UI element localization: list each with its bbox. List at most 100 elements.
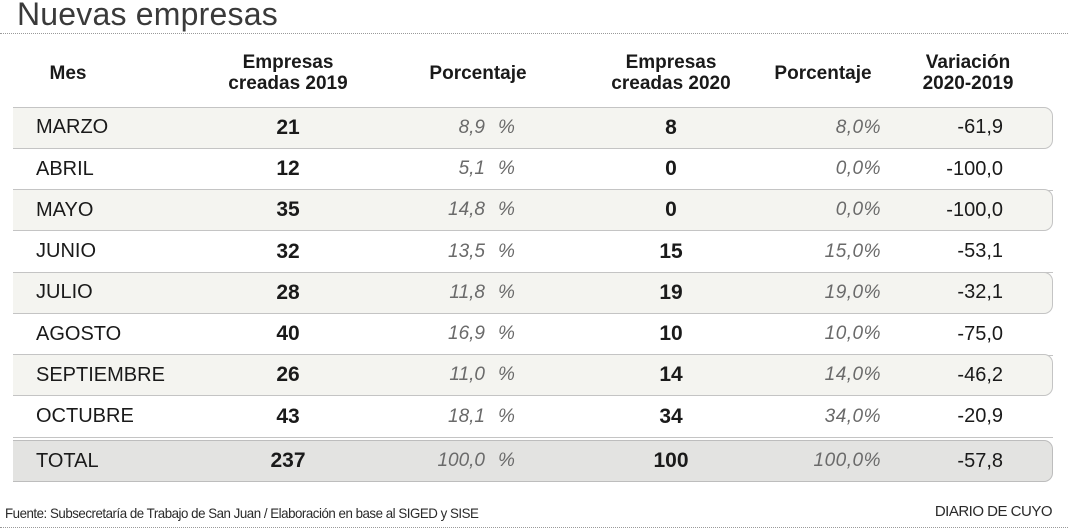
table-title: Nuevas empresas — [17, 0, 278, 32]
percent-value: 13,5 — [448, 240, 485, 262]
percent-unit: % — [498, 364, 515, 385]
cell-empresas-2019: 28 — [276, 280, 300, 304]
percent-value: 16,9 — [448, 323, 485, 344]
percent-value: 18,1 — [448, 405, 485, 427]
percent-value: 100,0 — [437, 450, 485, 471]
cell-variacion: -20,9 — [957, 405, 1003, 427]
cell-porcentaje-2020: 8,0% — [835, 116, 881, 138]
cell-porcentaje-2020: 14,0% — [824, 364, 881, 385]
cell-porcentaje-2019: 5,1% — [403, 149, 553, 190]
cell-porcentaje-2019: 13,5% — [403, 231, 553, 272]
cell-porcentaje-2019: 14,8% — [403, 190, 553, 230]
percent-unit: % — [498, 281, 515, 303]
cell-variacion: -53,1 — [957, 240, 1003, 262]
cell-variacion: -32,1 — [957, 281, 1003, 303]
cell-empresas-2019: 40 — [276, 322, 300, 345]
header-mes: Mes — [13, 40, 123, 106]
cell-porcentaje-2020: 0,0% — [835, 158, 881, 179]
cell-porcentaje-2020: 100,0% — [813, 450, 881, 471]
header-porcentaje-2019: Porcentaje — [403, 40, 553, 106]
header-variacion-label: Variación 2020-2019 — [923, 52, 1014, 94]
cell-empresas-2019: 237 — [270, 449, 306, 472]
header-line: 2020-2019 — [922, 73, 1014, 94]
table-header: Mes Empresas creadas 2019 Porcentaje Emp… — [13, 40, 1053, 106]
header-line: creadas 2019 — [228, 73, 348, 94]
cell-mes: OCTUBRE — [36, 405, 134, 427]
cell-variacion: -61,9 — [957, 116, 1003, 138]
cell-porcentaje-2019: 18,1% — [403, 396, 553, 437]
cell-porcentaje-2019: 16,9% — [403, 314, 553, 355]
top-dotted-divider — [0, 33, 1068, 34]
percent-value: 11,0 — [449, 364, 485, 385]
cell-mes: JUNIO — [36, 240, 96, 262]
cell-variacion: -57,8 — [957, 449, 1003, 472]
cell-empresas-2020: 19 — [659, 280, 683, 304]
cell-empresas-2019: 26 — [276, 363, 300, 386]
percent-unit: % — [498, 405, 515, 427]
source-note: Fuente: Subsecretaría de Trabajo de San … — [5, 505, 479, 521]
cell-variacion: -75,0 — [957, 322, 1003, 345]
cell-empresas-2020: 8 — [665, 115, 677, 139]
percent-unit: % — [498, 323, 515, 344]
cell-empresas-2019: 12 — [276, 157, 300, 180]
header-line: Variación — [925, 52, 1011, 73]
percent-value: 14,8 — [448, 199, 485, 220]
percent-unit: % — [498, 450, 515, 471]
header-mes-label: Mes — [49, 62, 87, 84]
header-variacion: Variación 2020-2019 — [903, 40, 1033, 106]
cell-empresas-2020: 34 — [659, 404, 683, 428]
cell-porcentaje-2020: 0,0% — [835, 199, 881, 220]
cell-empresas-2020: 0 — [665, 198, 677, 221]
cell-porcentaje-2019: 100,0% — [403, 441, 553, 481]
cell-mes: ABRIL — [36, 157, 94, 180]
cell-porcentaje-2020: 19,0% — [824, 281, 881, 303]
cell-empresas-2019: 21 — [276, 115, 300, 139]
bottom-dotted-divider — [0, 527, 1068, 528]
cell-mes: TOTAL — [36, 449, 99, 472]
header-empresas-2019: Empresas creadas 2019 — [203, 40, 373, 106]
header-empresas-2019-label: Empresas creadas 2019 — [228, 52, 347, 94]
cell-empresas-2019: 32 — [276, 239, 300, 263]
percent-value: 5,1 — [458, 158, 485, 179]
table-row: JUNIO 32 13,5% 15 15,0% -53,1 — [13, 231, 1053, 273]
percent-unit: % — [498, 240, 515, 262]
percent-unit: % — [498, 116, 515, 138]
cell-porcentaje-2019: 11,8% — [403, 273, 553, 313]
cell-empresas-2019: 43 — [276, 404, 300, 428]
header-porcentaje-2020: Porcentaje — [748, 40, 898, 106]
cell-porcentaje-2020: 15,0% — [824, 240, 881, 262]
cell-empresas-2020: 10 — [659, 322, 683, 345]
cell-empresas-2020: 0 — [665, 157, 677, 180]
cell-variacion: -46,2 — [957, 363, 1003, 386]
cell-variacion: -100,0 — [946, 157, 1003, 180]
total-row: TOTAL 237 100,0% 100 100,0% -57,8 — [13, 440, 1053, 482]
header-porcentaje-2019-label: Porcentaje — [429, 62, 527, 84]
cell-mes: AGOSTO — [36, 322, 122, 345]
header-empresas-2020: Empresas creadas 2020 — [586, 40, 756, 106]
cell-porcentaje-2020: 10,0% — [824, 323, 881, 344]
percent-unit: % — [498, 158, 515, 179]
cell-mes: MAYO — [36, 198, 94, 221]
header-line: creadas 2020 — [611, 73, 731, 94]
table-row: MARZO 21 8,9% 8 8,0% -61,9 — [13, 106, 1053, 149]
header-empresas-2020-label: Empresas creadas 2020 — [611, 52, 730, 94]
percent-value: 8,9 — [458, 116, 485, 138]
percent-value: 11,8 — [449, 281, 485, 303]
table-body: MARZO 21 8,9% 8 8,0% -61,9 ABRIL 12 5,1% 0 0,0% -10… — [13, 106, 1053, 482]
table-row: SEPTIEMBRE 26 11,0% 14 14,0% -46,2 — [13, 354, 1053, 396]
table-row: OCTUBRE 43 18,1% 34 34,0% -20,9 — [13, 396, 1053, 438]
cell-mes: JULIO — [36, 281, 93, 303]
header-line: Empresas — [242, 52, 334, 73]
cell-empresas-2020: 15 — [659, 239, 683, 263]
table-row: AGOSTO 40 16,9% 10 10,0% -75,0 — [13, 314, 1053, 356]
header-line: Empresas — [625, 52, 717, 73]
brand-credit: DIARIO DE CUYO — [934, 503, 1053, 520]
header-porcentaje-2020-label: Porcentaje — [774, 62, 872, 84]
cell-empresas-2020: 14 — [659, 363, 683, 386]
percent-unit: % — [498, 199, 515, 220]
cell-empresas-2020: 100 — [653, 449, 689, 472]
cell-mes: SEPTIEMBRE — [36, 363, 165, 386]
table-row: JULIO 28 11,8% 19 19,0% -32,1 — [13, 271, 1053, 314]
table-row: MAYO 35 14,8% 0 0,0% -100,0 — [13, 189, 1053, 231]
cell-mes: MARZO — [36, 116, 109, 138]
